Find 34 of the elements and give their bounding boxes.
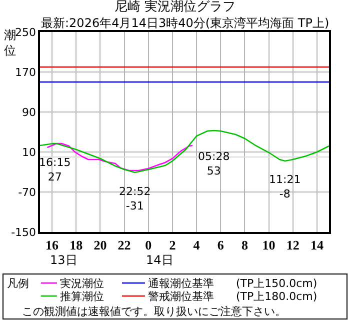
x-tick-label: 22 bbox=[118, 237, 131, 252]
line-series bbox=[40, 130, 329, 174]
x-tick-label: 2 bbox=[169, 237, 176, 252]
x-tick-label: 12 bbox=[286, 237, 300, 252]
text: 13日 bbox=[50, 253, 78, 267]
annotation: 22:52 -31 bbox=[119, 185, 151, 212]
y-tick-label: -70 bbox=[18, 186, 36, 199]
annotation: 16:15 27 bbox=[39, 156, 71, 184]
y-tick-label: 90 bbox=[22, 106, 36, 119]
legend-title: 凡例 bbox=[7, 277, 29, 290]
x-tick-label: 8 bbox=[241, 237, 248, 252]
x-tick-label: 0 bbox=[145, 237, 152, 252]
legend-label: 実況潮位 bbox=[60, 277, 104, 290]
legend-label: 通報潮位基準 (TP上150.0cm) bbox=[148, 277, 318, 290]
annotation: 05:28 53 bbox=[198, 150, 230, 178]
x-tick-label: 16 bbox=[46, 237, 60, 252]
text: この観測値は速報値です。取り扱いにご注意下さい。 bbox=[22, 305, 286, 318]
y-axis-title: 潮位 bbox=[4, 28, 16, 58]
chart-subtitle: 最新:2026年4月14日3時40分(東京湾平均海面 TP上) bbox=[41, 16, 330, 30]
y-tick-label: 170 bbox=[15, 66, 36, 79]
y-tick-label: -150 bbox=[11, 226, 36, 239]
x-tick-label: 18 bbox=[70, 237, 84, 252]
x-tick-label: 10 bbox=[262, 237, 276, 252]
y-tick-label: 250 bbox=[15, 26, 36, 39]
y-tick-label: 10 bbox=[22, 146, 36, 159]
chart-title: 尼崎 実況潮位グラフ bbox=[114, 0, 236, 15]
legend-label: 推算潮位 bbox=[60, 290, 104, 303]
x-tick-label: 6 bbox=[217, 237, 224, 252]
x-tick-label: 14 bbox=[310, 237, 324, 252]
annotation: 11:21 -8 bbox=[269, 173, 301, 200]
text: 14日 bbox=[146, 253, 174, 267]
x-tick-label: 4 bbox=[193, 237, 200, 252]
legend-label: 警戒潮位基準 (TP上180.0cm) bbox=[148, 290, 318, 303]
x-tick-label: 20 bbox=[94, 237, 107, 252]
